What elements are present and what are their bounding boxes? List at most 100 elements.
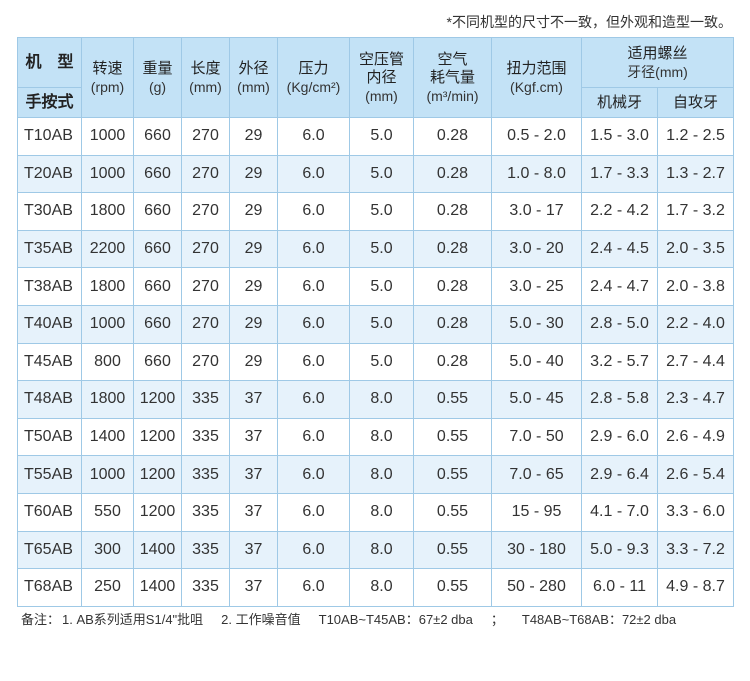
cell-self: 1.3 - 2.7 xyxy=(657,154,734,194)
cell-hose: 8.0 xyxy=(349,530,414,570)
cell-torque: 0.5 - 2.0 xyxy=(491,117,582,156)
cell-air: 0.55 xyxy=(413,568,492,607)
cell-self: 1.2 - 2.5 xyxy=(657,117,734,156)
header-speed-label: 转速 xyxy=(92,59,123,77)
cell-weight: 660 xyxy=(133,229,182,269)
cell-speed: 1000 xyxy=(81,154,134,194)
cell-length: 335 xyxy=(181,568,230,607)
cell-torque: 7.0 - 65 xyxy=(491,455,582,494)
cell-self: 4.9 - 8.7 xyxy=(657,568,734,607)
cell-model: T30AB xyxy=(17,192,82,231)
cell-speed: 1800 xyxy=(81,192,134,231)
header-hose-label: 空压管 xyxy=(358,50,404,68)
header-weight-unit: (g) xyxy=(148,78,167,95)
cell-weight: 1200 xyxy=(133,417,182,457)
cell-model: T38AB xyxy=(17,267,82,306)
cell-dia: 37 xyxy=(229,417,278,457)
table-row: T30AB 1800 660 270 29 6.0 5.0 0.28 3.0 - 17 2.2 -… xyxy=(17,192,734,231)
cell-model: T10AB xyxy=(17,117,82,156)
cell-hose: 5.0 xyxy=(349,229,414,269)
cell-weight: 660 xyxy=(133,117,182,156)
table-row: T60AB 550 1200 335 37 6.0 8.0 0.55 15 - 95 4.1 - … xyxy=(17,492,734,532)
cell-length: 335 xyxy=(181,380,230,419)
cell-model: T48AB xyxy=(17,380,82,419)
dimension-note: *不同机型的尺寸不一致，但外观和造型一致。 xyxy=(446,14,732,30)
cell-machine: 2.9 - 6.4 xyxy=(581,455,658,494)
cell-self: 2.6 - 4.9 xyxy=(657,417,734,457)
cell-torque: 3.0 - 25 xyxy=(491,267,582,306)
cell-length: 335 xyxy=(181,530,230,570)
cell-model: T60AB xyxy=(17,492,82,532)
cell-air: 0.28 xyxy=(413,154,492,194)
header-air: 空气 耗气量 (m³/min) xyxy=(413,37,492,118)
cell-weight: 660 xyxy=(133,192,182,231)
cell-pressure: 6.0 xyxy=(277,267,350,306)
header-pressure-label: 压力 xyxy=(298,59,329,77)
cell-speed: 550 xyxy=(81,492,134,532)
table-row: T65AB 300 1400 335 37 6.0 8.0 0.55 30 - 180 5.0 -… xyxy=(17,530,734,570)
cell-pressure: 6.0 xyxy=(277,568,350,607)
cell-machine: 1.5 - 3.0 xyxy=(581,117,658,156)
cell-air: 0.28 xyxy=(413,304,492,344)
cell-machine: 2.2 - 4.2 xyxy=(581,192,658,231)
cell-hose: 8.0 xyxy=(349,568,414,607)
footnote: 备注： 1. AB系列适用S1/4"批咀 2. 工作噪音值 T10AB~T45AB：6… xyxy=(21,609,676,628)
header-air-unit: (m³/min) xyxy=(426,87,479,104)
header-length-unit: (mm) xyxy=(189,78,222,95)
cell-self: 3.3 - 6.0 xyxy=(657,492,734,532)
cell-air: 0.55 xyxy=(413,455,492,494)
table-row: T38AB 1800 660 270 29 6.0 5.0 0.28 3.0 - 25 2.4 -… xyxy=(17,267,734,306)
header-hose: 空压管 内径 (mm) xyxy=(349,37,414,118)
header-diameter-label: 外径 xyxy=(238,59,269,77)
cell-speed: 1400 xyxy=(81,417,134,457)
table-row: T45AB 800 660 270 29 6.0 5.0 0.28 5.0 - 40 3.2 - … xyxy=(17,342,734,382)
cell-speed: 1000 xyxy=(81,117,134,156)
header-speed-unit: (rpm) xyxy=(90,78,125,95)
table-row: T68AB 250 1400 335 37 6.0 8.0 0.55 50 - 280 6.0 -… xyxy=(17,568,734,607)
cell-machine: 2.8 - 5.0 xyxy=(581,304,658,344)
table-row: T10AB 1000 660 270 29 6.0 5.0 0.28 0.5 - 2.0 1.5 … xyxy=(17,117,734,156)
cell-weight: 1200 xyxy=(133,380,182,419)
cell-dia: 29 xyxy=(229,117,278,156)
cell-air: 0.28 xyxy=(413,267,492,306)
header-torque-unit: (Kgf.cm) xyxy=(510,78,563,95)
header-hose-label-2: 内径 xyxy=(366,68,397,86)
header-screw-unit: 牙径(mm) xyxy=(627,63,688,80)
footnote-label: 备注： xyxy=(21,612,61,627)
cell-machine: 2.4 - 4.7 xyxy=(581,267,658,306)
cell-model: T50AB xyxy=(17,417,82,457)
cell-dia: 37 xyxy=(229,455,278,494)
footnote-item-3: T10AB~T45AB：67±2 dba xyxy=(318,612,473,627)
cell-length: 270 xyxy=(181,229,230,269)
cell-hose: 5.0 xyxy=(349,117,414,156)
cell-dia: 29 xyxy=(229,267,278,306)
cell-torque: 50 - 280 xyxy=(491,568,582,607)
cell-weight: 1200 xyxy=(133,492,182,532)
cell-hose: 8.0 xyxy=(349,455,414,494)
cell-length: 270 xyxy=(181,304,230,344)
cell-model: T55AB xyxy=(17,455,82,494)
cell-model: T40AB xyxy=(17,304,82,344)
cell-machine: 2.8 - 5.8 xyxy=(581,380,658,419)
table-row: T20AB 1000 660 270 29 6.0 5.0 0.28 1.0 - 8.0 1.7 … xyxy=(17,154,734,194)
cell-pressure: 6.0 xyxy=(277,192,350,231)
header-hose-unit: (mm) xyxy=(365,87,398,104)
header-diameter: 外径 (mm) xyxy=(229,37,278,118)
cell-air: 0.55 xyxy=(413,417,492,457)
footnote-separator: ； xyxy=(490,612,504,627)
cell-weight: 660 xyxy=(133,267,182,306)
cell-length: 270 xyxy=(181,267,230,306)
cell-self: 1.7 - 3.2 xyxy=(657,192,734,231)
cell-pressure: 6.0 xyxy=(277,417,350,457)
cell-pressure: 6.0 xyxy=(277,455,350,494)
cell-torque: 15 - 95 xyxy=(491,492,582,532)
header-screw-label: 适用螺丝 xyxy=(627,44,688,62)
cell-length: 335 xyxy=(181,492,230,532)
cell-air: 0.28 xyxy=(413,192,492,231)
header-torque-label: 扭力范围 xyxy=(506,59,567,77)
header-speed: 转速 (rpm) xyxy=(81,37,134,118)
cell-dia: 37 xyxy=(229,530,278,570)
cell-dia: 37 xyxy=(229,492,278,532)
cell-air: 0.55 xyxy=(413,492,492,532)
cell-dia: 29 xyxy=(229,154,278,194)
